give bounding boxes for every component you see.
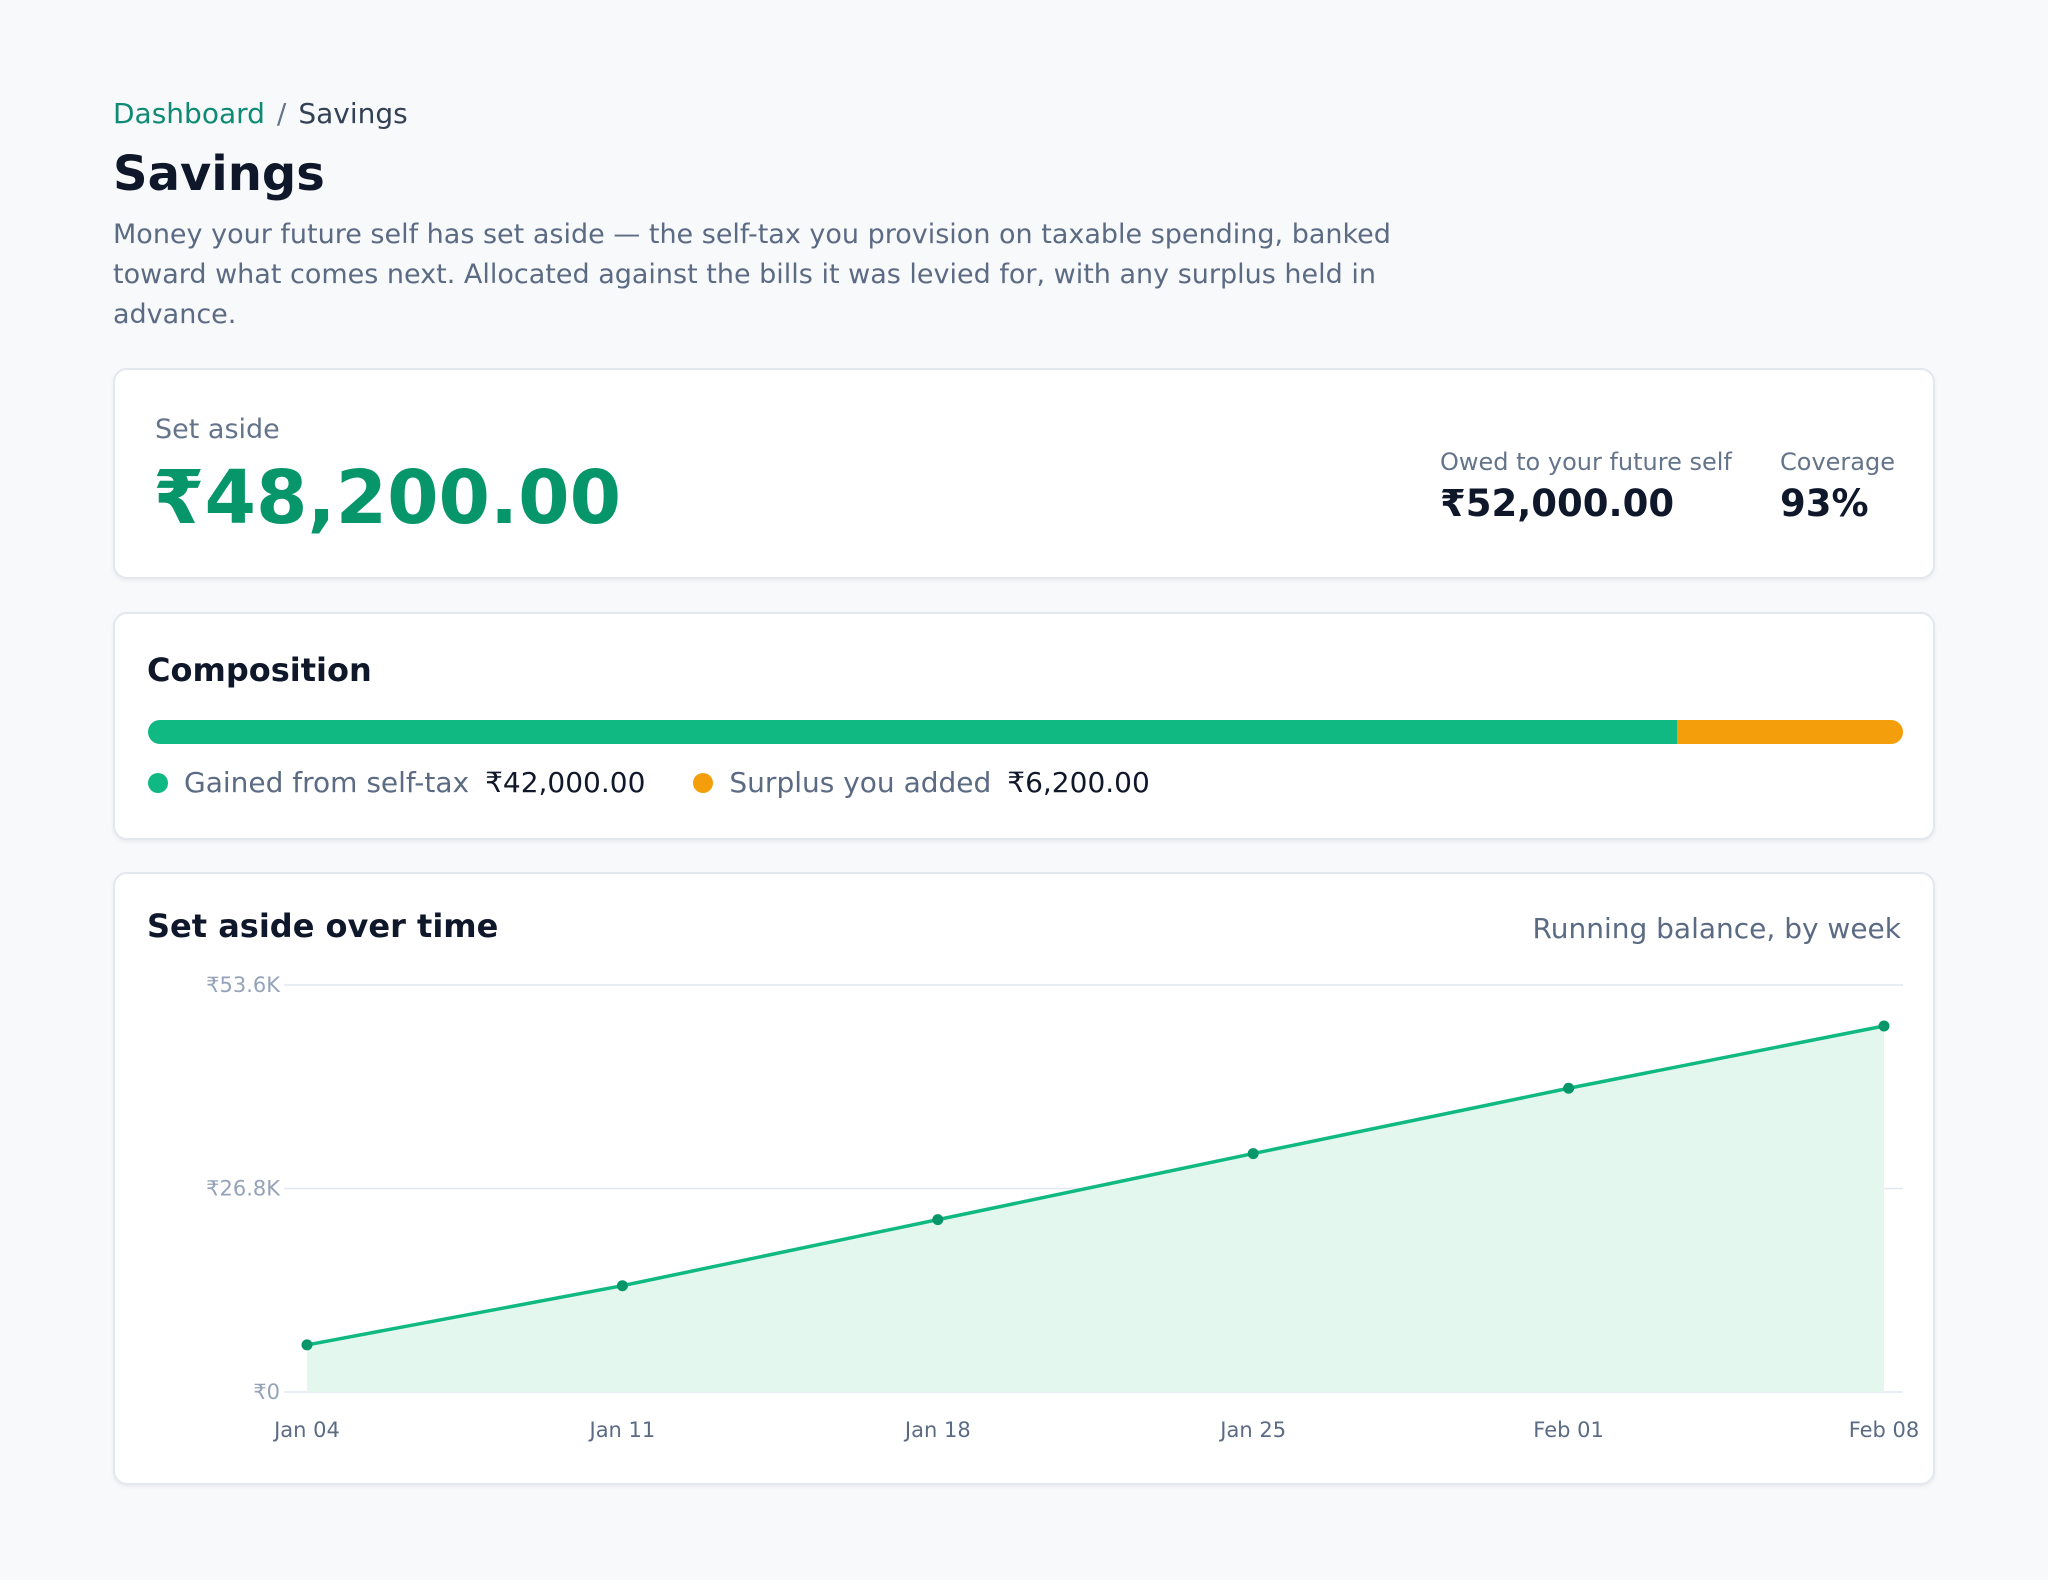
y-tick-label: ₹0	[253, 1380, 280, 1404]
set-aside-chart-card: Set aside over time Running balance, by …	[113, 872, 1935, 1485]
owed-label: Owed to your future self	[1440, 448, 1732, 476]
set-aside-area-chart: ₹0 ₹26.8K ₹53.6K Jan 04 Jan 11 Jan 18 Jan 25 Fe…	[206, 973, 1920, 1442]
legend-dot-self-tax	[148, 772, 168, 793]
legend-value-surplus: ₹6,200.00	[1007, 766, 1150, 799]
legend-value-self-tax: ₹42,000.00	[485, 766, 646, 799]
composition-title: Composition	[147, 651, 372, 689]
owed-value: ₹52,000.00	[1440, 482, 1675, 525]
composition-bar	[148, 720, 1903, 744]
breadcrumb: Dashboard / Savings	[113, 96, 408, 132]
coverage-value: 93%	[1780, 482, 1869, 525]
chart-title: Set aside over time	[147, 907, 499, 945]
set-aside-value: ₹48,200.00	[153, 455, 622, 541]
y-tick-label: ₹53.6K	[206, 973, 281, 997]
y-tick-label: ₹26.8K	[206, 1177, 281, 1201]
data-point	[1247, 1148, 1259, 1160]
x-tick-label: Jan 04	[272, 1418, 340, 1442]
x-tick-label: Jan 25	[1218, 1418, 1286, 1442]
x-tick-label: Feb 08	[1849, 1418, 1920, 1442]
series-line	[306, 1024, 1885, 1347]
data-point	[301, 1339, 313, 1351]
set-aside-summary-card: Set aside ₹48,200.00 Owed to your future…	[113, 368, 1935, 579]
composition-legend: Gained from self-tax ₹42,000.00 Surplus …	[148, 766, 1198, 799]
breadcrumb-separator: /	[276, 97, 287, 130]
page-title: Savings	[113, 146, 325, 202]
x-tick-label: Jan 18	[903, 1418, 971, 1442]
data-point	[616, 1280, 628, 1292]
coverage-label: Coverage	[1780, 448, 1895, 476]
series-area	[307, 1026, 1884, 1392]
data-point	[1563, 1082, 1575, 1094]
x-tick-label: Jan 11	[588, 1418, 656, 1442]
legend-dot-surplus	[693, 772, 714, 793]
composition-segment-self-tax	[148, 720, 1678, 744]
page-description: Money your future self has set aside — t…	[113, 219, 1391, 330]
x-tick-label: Feb 01	[1533, 1418, 1604, 1442]
data-point	[1878, 1020, 1890, 1032]
breadcrumb-current: Savings	[298, 97, 408, 130]
chart-subtitle: Running balance, by week	[1532, 912, 1901, 945]
legend-item-surplus: Surplus you added ₹6,200.00	[693, 766, 1150, 799]
legend-item-self-tax: Gained from self-tax ₹42,000.00	[148, 766, 645, 799]
breadcrumb-link-dashboard[interactable]: Dashboard	[113, 97, 265, 130]
legend-label-surplus: Surplus you added	[729, 766, 992, 799]
composition-segment-surplus	[1677, 720, 1903, 744]
set-aside-label: Set aside	[155, 414, 280, 445]
data-point	[932, 1214, 944, 1226]
composition-card: Composition Gained from self-tax ₹42,000…	[113, 612, 1935, 840]
legend-label-self-tax: Gained from self-tax	[184, 766, 470, 799]
